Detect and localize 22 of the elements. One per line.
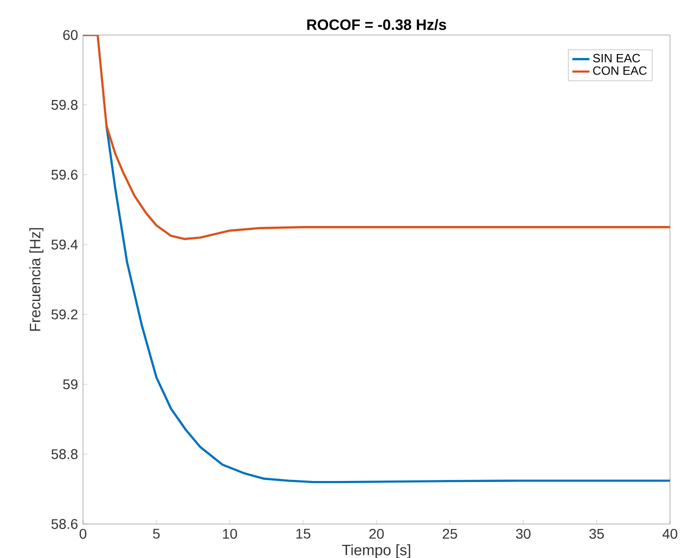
y-tick-label: 59.8 [51, 100, 78, 110]
y-tick-label: 59.6 [51, 170, 78, 180]
y-tick-label: 59.4 [51, 240, 78, 250]
y-tick-label: 60 [63, 30, 78, 40]
x-tick-label: 40 [662, 528, 678, 539]
chart-title: ROCOF = -0.38 Hz/s [307, 18, 446, 30]
x-tick-label: 10 [223, 528, 237, 539]
x-tick-label: 0 [80, 528, 86, 539]
y-tick-label: 59.2 [51, 309, 78, 320]
legend-label: CON EAC [593, 66, 647, 75]
x-tick-label: 5 [153, 528, 160, 539]
y-tick-label: 58.8 [51, 449, 78, 460]
x-tick-label: 20 [369, 528, 384, 539]
x-tick-label: 25 [442, 528, 458, 539]
x-axis-title: Tiempo [s] [342, 544, 410, 558]
y-axis-title: Frecuencia [Hz] [29, 228, 44, 331]
y-tick-label: 59 [63, 379, 78, 390]
x-tick-label: 35 [589, 528, 604, 539]
x-tick-label: 30 [516, 528, 530, 539]
legend-label: SIN EAC [593, 54, 640, 62]
x-tick-label: 15 [296, 528, 310, 539]
y-tick-label: 58.6 [51, 519, 78, 529]
